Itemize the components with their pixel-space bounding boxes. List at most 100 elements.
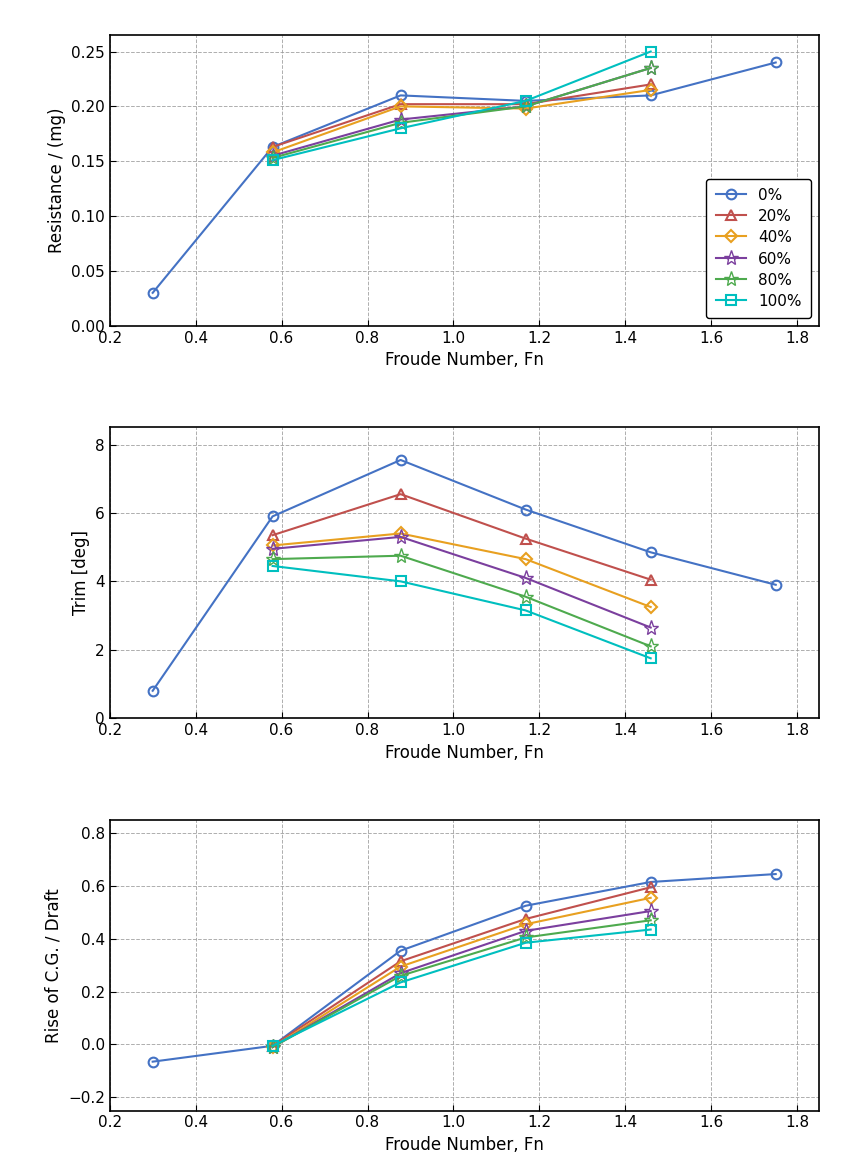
80% (268, 552, 278, 566)
20% (521, 532, 531, 546)
80% (646, 639, 656, 653)
100% (521, 935, 531, 949)
Line: 100%: 100% (268, 925, 656, 1051)
40% (521, 918, 531, 932)
Line: 0%: 0% (148, 57, 781, 298)
Line: 60%: 60% (265, 61, 658, 164)
20% (646, 880, 656, 894)
Line: 20%: 20% (268, 490, 656, 584)
80% (646, 61, 656, 75)
40% (396, 99, 406, 113)
Line: 80%: 80% (265, 913, 658, 1054)
Line: 40%: 40% (268, 85, 655, 157)
40% (268, 145, 278, 159)
100% (646, 922, 656, 936)
X-axis label: Froude Number, Fn: Froude Number, Fn (385, 1136, 544, 1154)
60% (268, 1040, 278, 1054)
60% (396, 966, 406, 980)
0% (521, 94, 531, 108)
60% (268, 542, 278, 556)
100% (521, 94, 531, 108)
100% (268, 1039, 278, 1053)
Line: 20%: 20% (268, 883, 656, 1051)
40% (268, 539, 278, 553)
60% (646, 904, 656, 918)
20% (268, 528, 278, 542)
80% (396, 116, 406, 130)
20% (268, 1039, 278, 1053)
60% (521, 570, 531, 584)
20% (396, 954, 406, 968)
100% (268, 153, 278, 167)
80% (268, 151, 278, 165)
100% (521, 603, 531, 617)
80% (521, 931, 531, 945)
40% (646, 83, 656, 97)
Line: 100%: 100% (268, 561, 656, 663)
0% (148, 1054, 158, 1068)
0% (646, 874, 656, 888)
0% (521, 503, 531, 517)
100% (396, 975, 406, 989)
0% (771, 577, 781, 592)
80% (396, 969, 406, 983)
0% (268, 510, 278, 524)
60% (396, 112, 406, 126)
100% (396, 574, 406, 588)
60% (521, 924, 531, 938)
40% (396, 526, 406, 540)
0% (148, 684, 158, 698)
20% (646, 573, 656, 587)
Line: 0%: 0% (148, 870, 781, 1066)
60% (521, 99, 531, 113)
100% (646, 44, 656, 58)
Y-axis label: Resistance / (mg): Resistance / (mg) (47, 108, 66, 254)
0% (396, 943, 406, 957)
40% (521, 552, 531, 566)
40% (646, 600, 656, 614)
0% (771, 867, 781, 881)
Line: 0%: 0% (148, 455, 781, 696)
Legend: 0%, 20%, 40%, 60%, 80%, 100%: 0%, 20%, 40%, 60%, 80%, 100% (706, 179, 811, 318)
100% (646, 651, 656, 665)
0% (268, 1039, 278, 1053)
40% (521, 102, 531, 116)
Line: 60%: 60% (265, 904, 658, 1054)
20% (396, 97, 406, 111)
80% (268, 1040, 278, 1054)
60% (646, 621, 656, 635)
20% (521, 97, 531, 111)
100% (268, 559, 278, 573)
X-axis label: Froude Number, Fn: Froude Number, Fn (385, 743, 544, 761)
40% (396, 960, 406, 974)
20% (396, 487, 406, 502)
60% (268, 148, 278, 162)
80% (521, 589, 531, 603)
20% (521, 912, 531, 926)
Line: 80%: 80% (265, 548, 658, 653)
0% (646, 89, 656, 103)
0% (771, 55, 781, 69)
Line: 20%: 20% (268, 79, 656, 152)
20% (646, 77, 656, 91)
0% (268, 140, 278, 154)
0% (396, 452, 406, 466)
Line: 100%: 100% (268, 47, 656, 165)
40% (646, 891, 656, 905)
40% (268, 1040, 278, 1054)
80% (521, 99, 531, 113)
80% (646, 913, 656, 927)
Y-axis label: Trim [deg]: Trim [deg] (72, 531, 89, 615)
0% (521, 899, 531, 913)
Line: 80%: 80% (265, 61, 658, 166)
80% (396, 548, 406, 562)
0% (148, 285, 158, 299)
Line: 60%: 60% (265, 530, 658, 635)
Y-axis label: Rise of C.G. / Draft: Rise of C.G. / Draft (45, 887, 62, 1043)
60% (396, 530, 406, 544)
100% (396, 122, 406, 136)
Line: 40%: 40% (268, 893, 655, 1051)
20% (268, 140, 278, 154)
X-axis label: Froude Number, Fn: Froude Number, Fn (385, 351, 544, 369)
0% (646, 545, 656, 559)
